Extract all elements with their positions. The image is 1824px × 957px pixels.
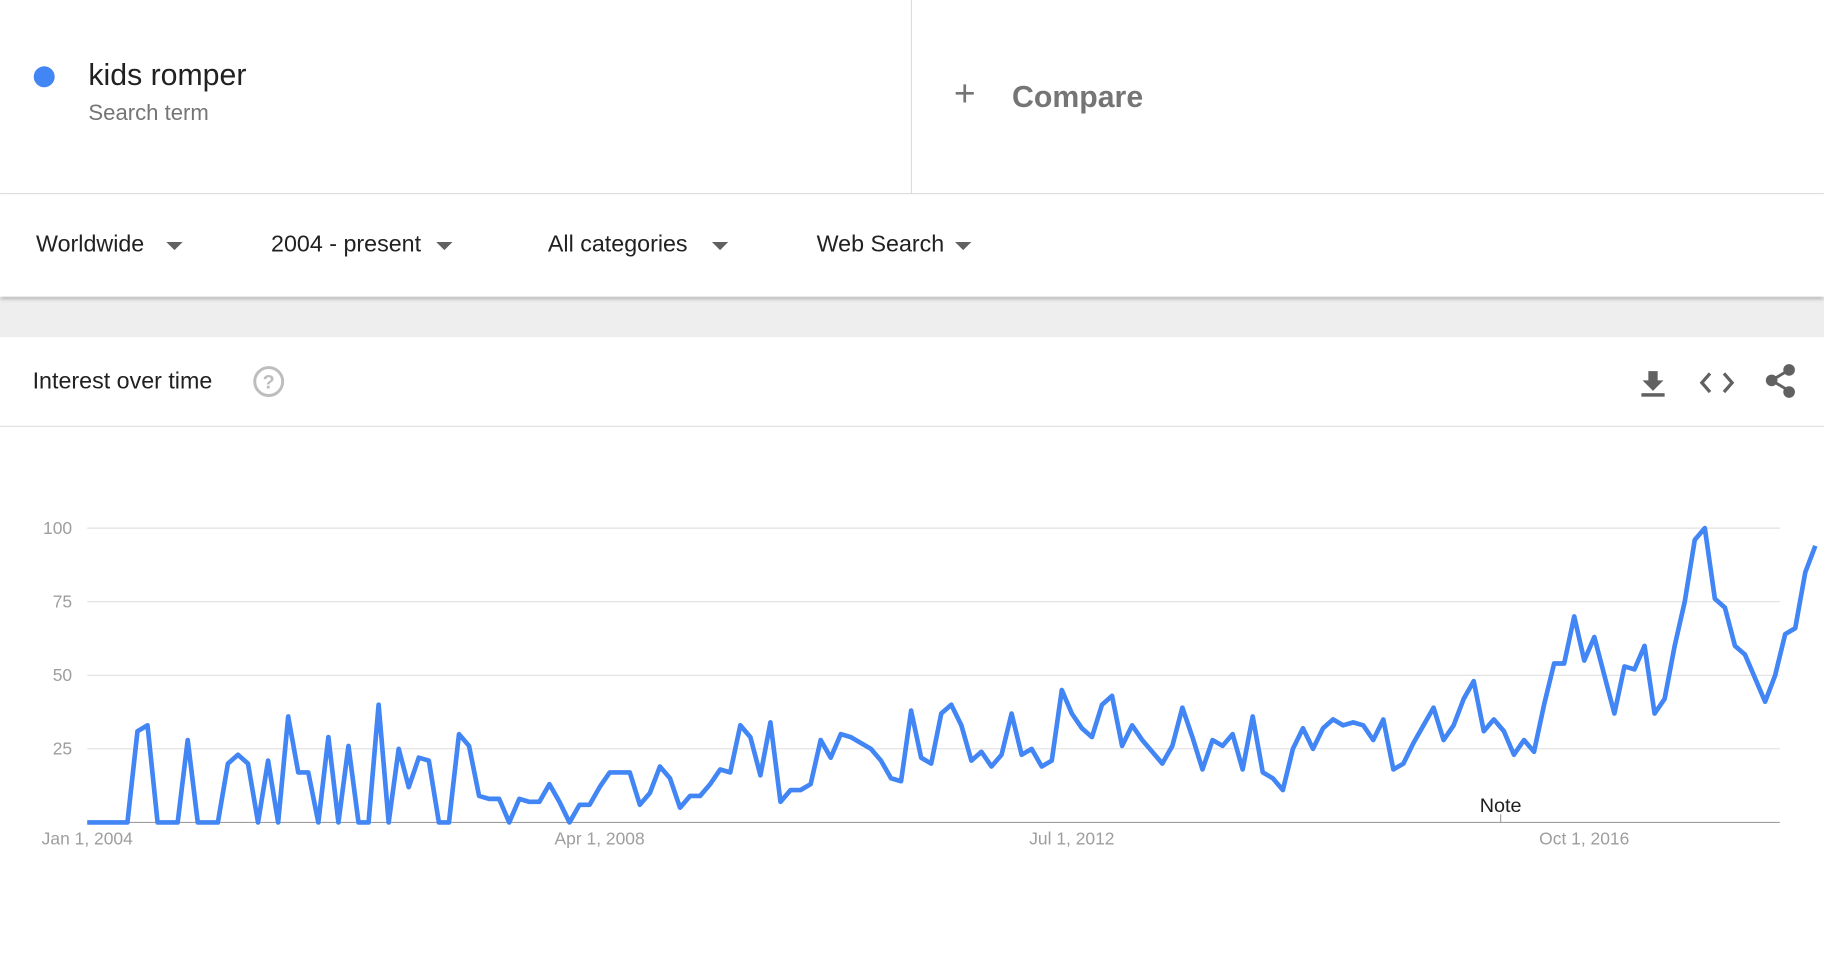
search-term[interactable]: kids romper [88, 57, 247, 92]
y-tick-label: 100 [43, 518, 72, 538]
search-bar: kids romper Search term + Compare [0, 0, 1824, 195]
dropdown-arrow[interactable] [955, 241, 972, 251]
separator-band [0, 297, 1824, 338]
share-icon[interactable] [1764, 363, 1799, 400]
dropdown-arrow[interactable] [711, 241, 729, 251]
x-tick-label: Jan 1, 2004 [42, 829, 133, 849]
search-subtitle: Search term [88, 101, 209, 126]
x-tick-label: Jul 1, 2012 [1029, 829, 1114, 849]
trend-line [87, 525, 1818, 825]
panel-title: Interest over time [32, 368, 213, 395]
dropdown-arrow[interactable] [166, 241, 183, 251]
filter-bar: Worldwide 2004 - present All categories … [0, 194, 1824, 297]
x-tick-label: Oct 1, 2016 [1539, 829, 1629, 849]
chart: 25 50 75 100 Jan 1, 2004 Apr 1, 2008 Jul 1, 20… [42, 518, 1818, 849]
compare-button[interactable]: Compare [1012, 79, 1144, 115]
y-tick-label: 50 [53, 665, 73, 685]
compare-plus[interactable]: + [953, 72, 976, 115]
svg-text:?: ? [263, 372, 275, 394]
x-tick-label: Apr 1, 2008 [555, 829, 645, 849]
filter-property[interactable]: Web Search [816, 231, 945, 258]
filter-category[interactable]: All categories [547, 231, 688, 258]
filter-time[interactable]: 2004 - present [271, 231, 422, 258]
panel-header: Interest over time ? [0, 337, 1824, 427]
filter-location[interactable]: Worldwide [36, 231, 145, 258]
download-icon[interactable] [1638, 368, 1668, 401]
annotation: Note [1480, 795, 1522, 817]
dropdown-arrow[interactable] [436, 241, 453, 251]
divider [910, 0, 913, 194]
y-tick-label: 25 [53, 739, 72, 759]
series-dot [33, 66, 55, 88]
y-tick-label: 75 [53, 592, 72, 612]
embed-icon[interactable] [1698, 368, 1735, 398]
help-icon[interactable]: ? [251, 364, 286, 399]
